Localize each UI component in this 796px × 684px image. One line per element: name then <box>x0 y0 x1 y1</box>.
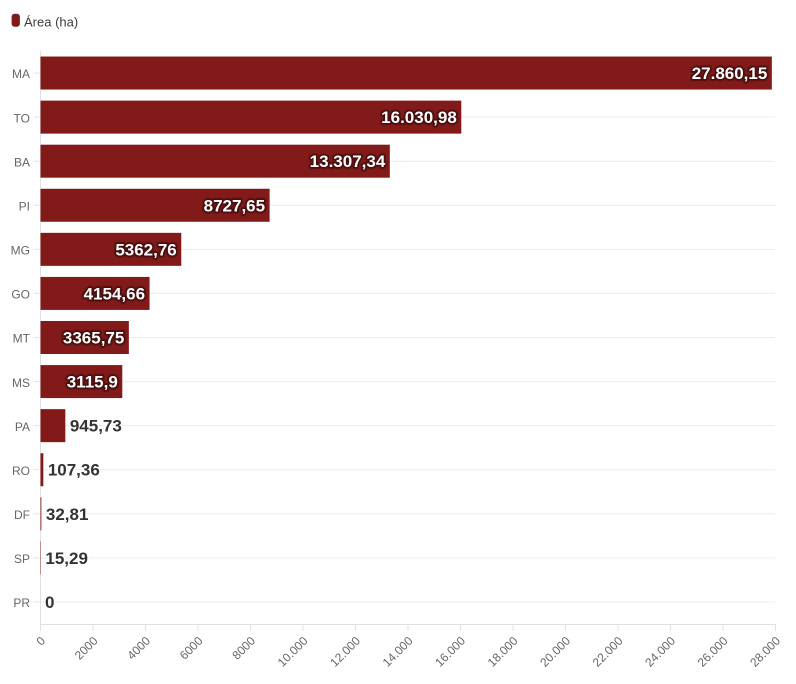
svg-text:945,73: 945,73 <box>70 417 122 436</box>
svg-text:3115,9: 3115,9 <box>67 373 118 392</box>
svg-text:3365,75: 3365,75 <box>63 329 124 348</box>
svg-text:MT: MT <box>13 332 31 346</box>
svg-text:27.860,15: 27.860,15 <box>692 64 768 83</box>
svg-text:PI: PI <box>19 199 30 213</box>
svg-text:PR: PR <box>13 596 30 610</box>
svg-text:107,36: 107,36 <box>48 461 100 480</box>
svg-text:4154,66: 4154,66 <box>84 284 145 303</box>
svg-text:GO: GO <box>11 288 30 302</box>
svg-text:3365,75: 3365,75 <box>63 329 124 348</box>
svg-text:3115,9: 3115,9 <box>67 373 118 392</box>
svg-text:13.307,34: 13.307,34 <box>310 152 386 171</box>
svg-text:Área (ha): Área (ha) <box>24 14 78 29</box>
svg-text:TO: TO <box>14 111 30 125</box>
svg-text:MS: MS <box>12 376 30 390</box>
svg-text:5362,76: 5362,76 <box>115 240 176 259</box>
svg-text:32,81: 32,81 <box>46 505 89 524</box>
svg-text:BA: BA <box>14 155 30 169</box>
svg-text:16.030,98: 16.030,98 <box>381 108 457 127</box>
svg-text:16.030,98: 16.030,98 <box>381 108 457 127</box>
svg-text:PA: PA <box>15 420 30 434</box>
svg-text:5362,76: 5362,76 <box>115 240 176 259</box>
svg-text:RO: RO <box>12 464 30 478</box>
svg-text:4154,66: 4154,66 <box>84 284 145 303</box>
svg-text:15,29: 15,29 <box>45 549 88 568</box>
svg-text:DF: DF <box>14 508 30 522</box>
svg-text:MA: MA <box>12 67 30 81</box>
svg-text:SP: SP <box>14 552 30 566</box>
svg-text:13.307,34: 13.307,34 <box>310 152 386 171</box>
svg-text:0: 0 <box>45 593 54 612</box>
svg-text:8727,65: 8727,65 <box>204 196 265 215</box>
svg-text:MG: MG <box>11 244 30 258</box>
svg-text:27.860,15: 27.860,15 <box>692 64 768 83</box>
svg-text:8727,65: 8727,65 <box>204 196 265 215</box>
